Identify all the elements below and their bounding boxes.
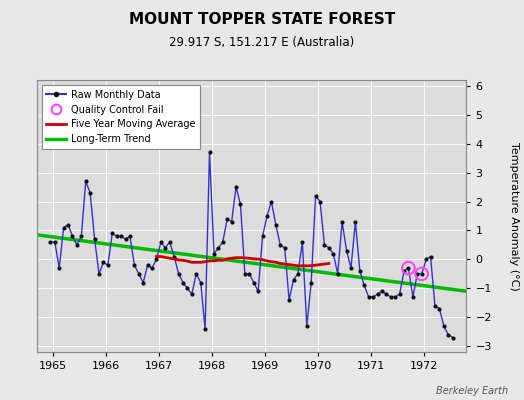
Point [418,271,426,277]
Point [99,259,107,266]
Point [378,288,386,294]
Point [157,239,165,245]
Point [135,271,143,277]
Point [294,271,302,277]
Point [108,230,116,236]
Point [148,265,156,271]
Point [95,271,103,277]
Point [188,291,196,297]
Point [192,271,201,277]
Point [435,305,444,312]
Point [91,236,99,242]
Point [77,233,85,240]
Point [298,239,307,245]
Point [289,276,298,283]
Point [232,184,240,190]
Point [342,248,351,254]
Point [126,233,134,240]
Point [64,222,72,228]
Point [373,291,381,297]
Point [400,268,408,274]
Point [391,294,399,300]
Point [161,245,169,251]
Point [440,323,448,329]
Point [280,245,289,251]
Point [183,285,192,292]
Point [152,256,161,263]
Y-axis label: Temperature Anomaly (°C): Temperature Anomaly (°C) [509,142,519,290]
Point [179,279,187,286]
Point [360,282,368,289]
Point [130,262,138,268]
Point [307,279,315,286]
Point [245,271,254,277]
Point [166,239,174,245]
Point [338,218,346,225]
Point [210,250,218,257]
Point [267,198,276,205]
Point [444,332,452,338]
Point [104,262,112,268]
Legend: Raw Monthly Data, Quality Control Fail, Five Year Moving Average, Long-Term Tren: Raw Monthly Data, Quality Control Fail, … [41,85,200,149]
Point [271,222,280,228]
Point [422,256,430,263]
Point [139,279,147,286]
Point [174,271,183,277]
Point [334,271,342,277]
Point [55,265,63,271]
Point [196,279,205,286]
Point [241,271,249,277]
Point [219,239,227,245]
Point [356,268,364,274]
Point [254,288,263,294]
Point [320,242,329,248]
Point [227,218,236,225]
Point [117,233,125,240]
Point [214,245,223,251]
Point [201,326,209,332]
Point [51,239,59,245]
Point [365,294,373,300]
Point [369,294,377,300]
Point [413,271,421,277]
Point [46,239,54,245]
Point [73,242,81,248]
Point [205,149,214,156]
Point [86,190,94,196]
Point [285,297,293,303]
Point [409,294,417,300]
Point [404,265,412,271]
Point [302,323,311,329]
Point [329,250,337,257]
Text: 29.917 S, 151.217 E (Australia): 29.917 S, 151.217 E (Australia) [169,36,355,49]
Point [258,233,267,240]
Point [59,224,68,231]
Point [351,218,359,225]
Point [431,302,439,309]
Point [387,294,395,300]
Point [382,291,390,297]
Point [276,242,285,248]
Point [418,271,426,277]
Point [316,198,324,205]
Point [144,262,152,268]
Point [396,291,404,297]
Point [427,253,435,260]
Point [311,192,320,199]
Point [449,334,457,341]
Point [325,245,333,251]
Point [68,233,77,240]
Point [347,265,355,271]
Point [223,216,232,222]
Point [404,265,412,271]
Point [236,201,245,208]
Point [122,236,130,242]
Point [263,213,271,219]
Point [249,279,258,286]
Text: Berkeley Earth: Berkeley Earth [436,386,508,396]
Point [113,233,121,240]
Text: MOUNT TOPPER STATE FOREST: MOUNT TOPPER STATE FOREST [129,12,395,27]
Point [82,178,90,184]
Point [170,253,178,260]
